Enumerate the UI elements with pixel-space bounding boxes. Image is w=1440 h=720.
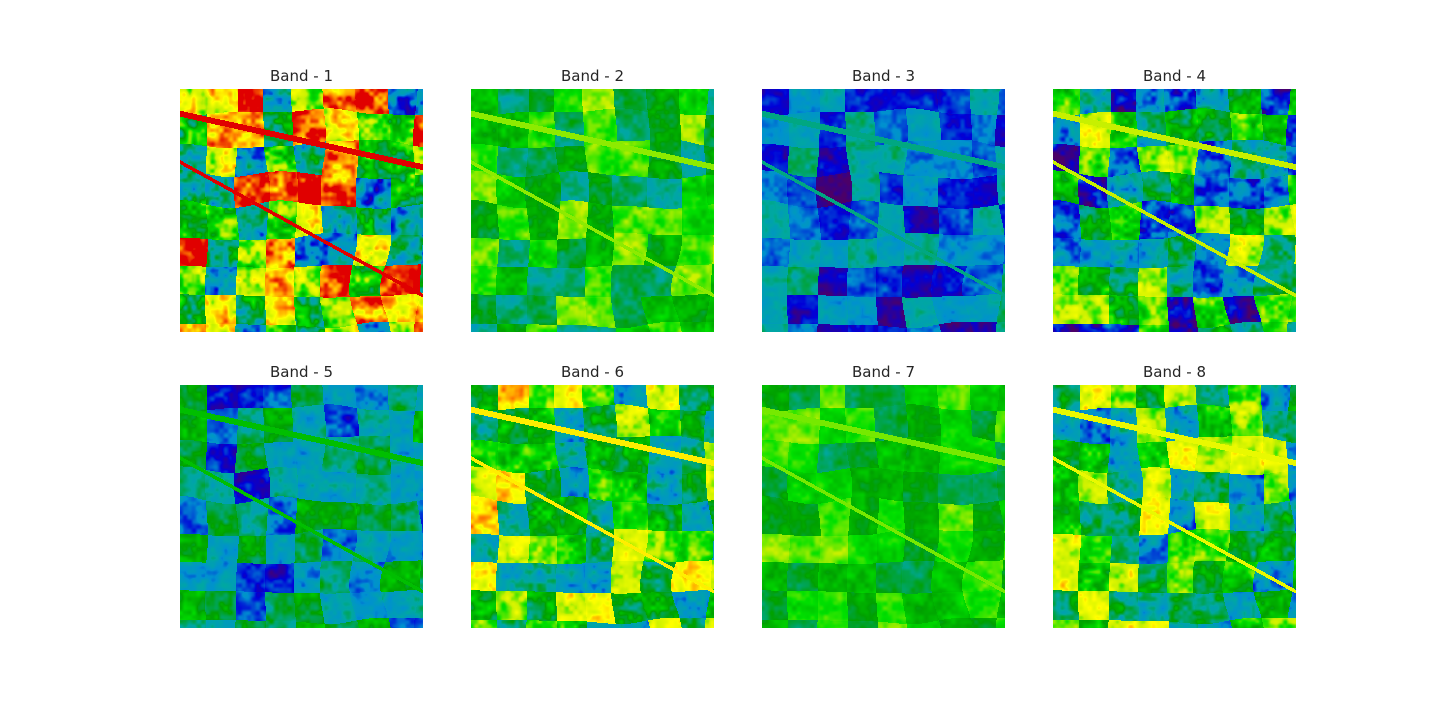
band-7-title: Band - 7	[851, 363, 915, 381]
band-6-panel: Band - 6	[471, 362, 714, 632]
band-1-panel: Band - 1	[180, 66, 423, 336]
band-8-image	[1053, 385, 1296, 628]
band-3-image	[762, 89, 1005, 332]
band-5-image	[180, 385, 423, 628]
band-1-image	[180, 89, 423, 332]
band-5-panel: Band - 5	[180, 362, 423, 632]
band-7-image	[762, 385, 1005, 628]
band-5-title: Band - 5	[269, 363, 333, 381]
band-3-title: Band - 3	[851, 67, 915, 85]
band-3-panel: Band - 3	[762, 66, 1005, 336]
band-4-title: Band - 4	[1142, 67, 1206, 85]
band-6-title: Band - 6	[560, 363, 624, 381]
band-1-title: Band - 1	[269, 67, 333, 85]
band-4-panel: Band - 4	[1053, 66, 1296, 336]
band-4-image	[1053, 89, 1296, 332]
band-6-image	[471, 385, 714, 628]
band-8-title: Band - 8	[1142, 363, 1206, 381]
band-7-panel: Band - 7	[762, 362, 1005, 632]
band-2-title: Band - 2	[560, 67, 624, 85]
band-2-panel: Band - 2	[471, 66, 714, 336]
band-8-panel: Band - 8	[1053, 362, 1296, 632]
band-2-image	[471, 89, 714, 332]
